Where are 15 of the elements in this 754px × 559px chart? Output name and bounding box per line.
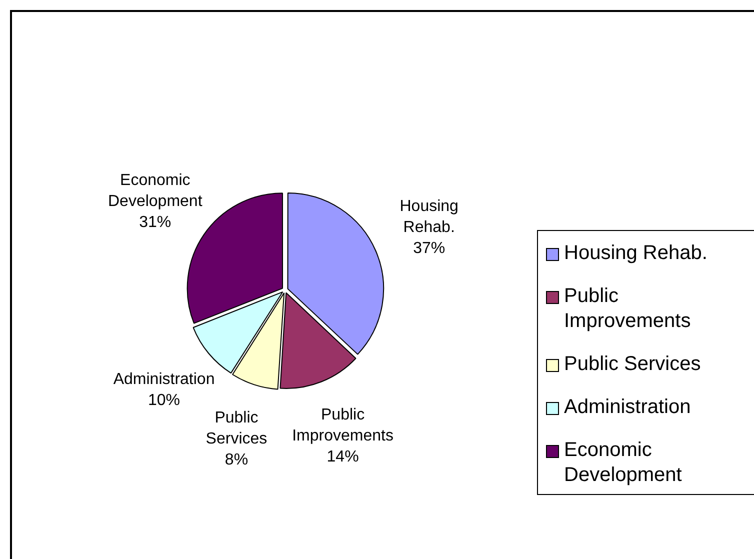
legend-label: Public Improvements — [564, 284, 692, 334]
data-label: 8% — [224, 452, 248, 469]
legend-label: Housing Rehab. — [564, 241, 708, 266]
slice-label: Housing Rehab. — [400, 198, 458, 236]
slice-label: Economic Development — [108, 172, 203, 210]
slice-label: Public Improvements — [292, 406, 394, 444]
slice-label: Administration — [113, 370, 215, 388]
legend-label: Economic Development — [564, 438, 683, 488]
data-label: 37% — [413, 240, 446, 258]
legend-label: Administration — [564, 395, 692, 420]
data-label: 10% — [148, 392, 180, 409]
slice-label: Public Services — [206, 410, 268, 448]
legend-label: Public Services — [564, 352, 702, 377]
data-label: 14% — [326, 448, 359, 466]
data-label: 31% — [139, 214, 172, 232]
